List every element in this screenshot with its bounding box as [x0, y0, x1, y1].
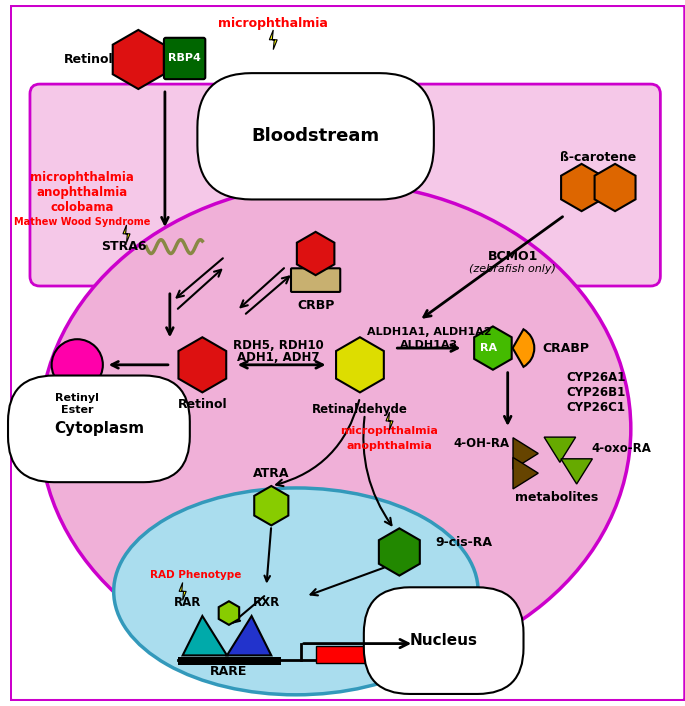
Text: CRBP: CRBP: [297, 299, 334, 312]
Polygon shape: [336, 337, 384, 393]
Polygon shape: [227, 616, 271, 655]
Wedge shape: [512, 329, 534, 367]
Polygon shape: [179, 337, 226, 393]
Polygon shape: [254, 486, 288, 525]
Text: RDH5, RDH10: RDH5, RDH10: [233, 339, 323, 352]
Polygon shape: [544, 437, 575, 462]
Text: CYP26B1: CYP26B1: [566, 386, 626, 399]
Bar: [177, 657, 281, 665]
Polygon shape: [179, 582, 186, 600]
Text: RBP4: RBP4: [169, 54, 201, 64]
Polygon shape: [561, 459, 593, 484]
Text: ALDH1A3: ALDH1A3: [400, 340, 458, 350]
Text: BCMO1: BCMO1: [488, 250, 538, 263]
Text: CYP26C1: CYP26C1: [566, 401, 626, 414]
Polygon shape: [513, 457, 538, 489]
Polygon shape: [595, 164, 636, 211]
FancyBboxPatch shape: [30, 84, 660, 286]
FancyBboxPatch shape: [10, 5, 685, 701]
Text: colobama: colobama: [51, 201, 114, 214]
Text: STRA6: STRA6: [101, 240, 147, 253]
Text: (zebrafish only): (zebrafish only): [469, 264, 556, 274]
Text: 9-cis-RA: 9-cis-RA: [436, 536, 493, 549]
Text: RXR: RXR: [253, 596, 280, 609]
Text: microphthalmia: microphthalmia: [219, 16, 328, 30]
Text: Cytoplasm: Cytoplasm: [54, 421, 144, 436]
Polygon shape: [297, 232, 334, 275]
Text: metabolites: metabolites: [515, 491, 599, 504]
Polygon shape: [474, 326, 512, 370]
Text: Retinyl
Ester: Retinyl Ester: [55, 393, 99, 415]
Text: anophthalmia: anophthalmia: [347, 441, 432, 450]
Ellipse shape: [114, 488, 478, 695]
Text: CYP26A1: CYP26A1: [566, 371, 626, 384]
Text: Retinol: Retinol: [177, 397, 227, 411]
Text: RA: RA: [480, 343, 497, 353]
Bar: [316, 645, 429, 663]
Text: ALDH1A1, ALDH1A2: ALDH1A1, ALDH1A2: [366, 328, 491, 337]
Polygon shape: [123, 225, 130, 243]
Polygon shape: [386, 412, 393, 430]
Text: Nucleus: Nucleus: [410, 633, 477, 648]
Polygon shape: [113, 30, 164, 89]
Polygon shape: [379, 528, 420, 575]
Text: 4-OH-RA: 4-OH-RA: [453, 437, 510, 450]
Text: microphthalmia: microphthalmia: [30, 171, 134, 184]
Circle shape: [51, 339, 103, 390]
Text: Retinaldehyde: Retinaldehyde: [312, 402, 408, 416]
Text: RAD Phenotype: RAD Phenotype: [150, 570, 241, 580]
Polygon shape: [561, 164, 602, 211]
Text: RAR: RAR: [174, 596, 201, 609]
FancyBboxPatch shape: [291, 268, 340, 292]
Text: ATRA: ATRA: [253, 467, 290, 479]
Text: ß-carotene: ß-carotene: [560, 152, 636, 164]
FancyBboxPatch shape: [164, 38, 206, 79]
Polygon shape: [219, 602, 239, 625]
Polygon shape: [513, 438, 538, 469]
Text: RARE: RARE: [210, 665, 247, 678]
Text: Bloodstream: Bloodstream: [251, 127, 379, 145]
Text: 4-oxo-RA: 4-oxo-RA: [591, 442, 651, 455]
Polygon shape: [269, 30, 277, 49]
Text: Retinol: Retinol: [64, 53, 114, 66]
Ellipse shape: [40, 183, 631, 675]
Text: ADH1, ADH7: ADH1, ADH7: [237, 352, 319, 364]
Polygon shape: [183, 616, 227, 655]
Text: Mathew Wood Syndrome: Mathew Wood Syndrome: [14, 217, 151, 227]
Text: anophthalmia: anophthalmia: [36, 186, 128, 199]
Text: microphthalmia: microphthalmia: [340, 426, 438, 436]
Text: CRABP: CRABP: [542, 342, 589, 354]
